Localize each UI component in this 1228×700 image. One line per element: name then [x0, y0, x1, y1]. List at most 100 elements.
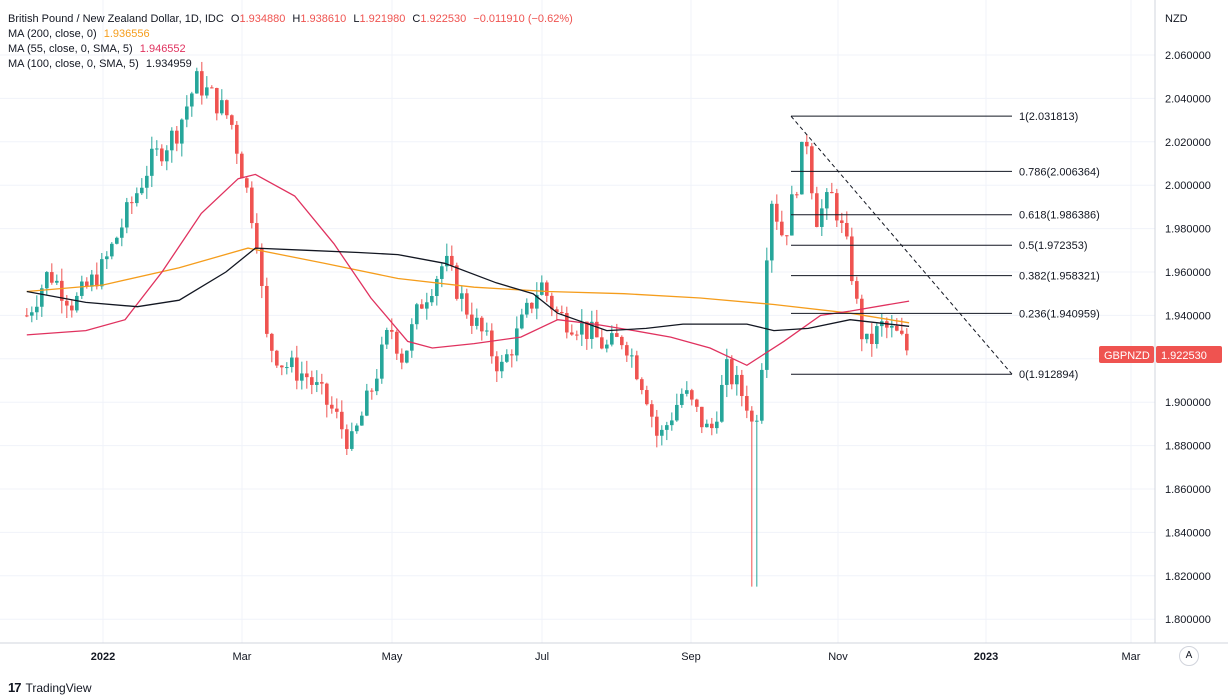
y-tick-label: 2.000000: [1165, 180, 1211, 192]
candle-body: [385, 329, 389, 345]
candle-body: [520, 314, 524, 329]
candle-body: [630, 355, 634, 357]
candle-body: [120, 227, 124, 238]
candle-body: [60, 280, 64, 301]
candle-body: [350, 431, 354, 449]
candle-body: [150, 148, 154, 176]
candle-body: [430, 296, 434, 303]
moving-averages: [26, 173, 910, 367]
candle-body: [730, 359, 734, 385]
candle-body: [30, 312, 34, 316]
legend-symbol-row: British Pound / New Zealand Dollar, 1D, …: [8, 12, 573, 27]
candle-body: [775, 203, 779, 222]
candle-body: [300, 373, 304, 381]
candle-body: [75, 295, 79, 311]
candle-body: [870, 333, 874, 345]
candle-body: [405, 350, 409, 363]
ma-100-name: MA (100, close, 0, SMA, 5): [8, 58, 139, 70]
candle-body: [610, 333, 614, 345]
candle-body: [605, 344, 609, 349]
fib-level-label: 0.5(1.972353): [1019, 240, 1088, 252]
candle-body: [725, 359, 729, 385]
candle-body: [40, 288, 44, 307]
candle-body: [570, 332, 574, 335]
candle-body: [225, 100, 229, 116]
candle-body: [375, 378, 379, 392]
high-label: H: [292, 13, 301, 25]
candle-body: [810, 146, 814, 194]
candle-body: [890, 325, 894, 328]
candle-body: [445, 255, 449, 267]
candle-body: [95, 274, 99, 287]
candle-body: [700, 406, 704, 428]
candle-body: [290, 357, 294, 368]
candle-body: [690, 390, 694, 400]
price-tag-value: 1.922530: [1161, 350, 1207, 362]
candle-body: [635, 355, 639, 380]
high-value: 1.938610: [300, 13, 347, 25]
candle-body: [160, 148, 164, 162]
candle-body: [765, 260, 769, 370]
candle-body: [420, 304, 424, 309]
candle-body: [705, 423, 709, 428]
candle-body: [170, 130, 174, 151]
candle-body: [670, 420, 674, 426]
y-tick-label: 1.980000: [1165, 224, 1211, 236]
y-tick-label: 1.940000: [1165, 310, 1211, 322]
x-tick-label: May: [382, 651, 403, 663]
candle-body: [285, 367, 289, 369]
ma-100-value: 1.934959: [145, 58, 192, 70]
candle-body: [745, 396, 749, 411]
candle-body: [45, 272, 49, 289]
auto-scale-button[interactable]: A: [1179, 646, 1199, 666]
y-tick-label: 1.860000: [1165, 484, 1211, 496]
candle-body: [855, 281, 859, 299]
candle-body: [380, 344, 384, 379]
candle-body: [845, 222, 849, 237]
candle-body: [640, 379, 644, 391]
candle-body: [435, 278, 439, 297]
candle-body: [475, 317, 479, 326]
symbol-tag-bg: [1099, 346, 1154, 363]
tradingview-brand[interactable]: 17 TradingView: [8, 680, 92, 695]
candle-body: [565, 313, 569, 333]
candle-body: [310, 377, 314, 385]
y-tick-label: 2.040000: [1165, 93, 1211, 105]
candle-body: [205, 87, 209, 96]
candle-body: [555, 309, 559, 312]
candle-body: [410, 324, 414, 351]
candle-body: [70, 305, 74, 311]
candle-body: [675, 404, 679, 421]
candle-body: [760, 369, 764, 421]
x-tick-label: Jul: [535, 651, 549, 663]
candle-body: [465, 293, 469, 315]
candle-body: [270, 333, 274, 351]
candle-body: [200, 71, 204, 96]
candle-body: [825, 192, 829, 209]
candle-body: [840, 220, 844, 223]
candle-body: [360, 415, 364, 426]
ma-200-value: 1.936556: [103, 28, 150, 40]
candle-body: [850, 236, 854, 282]
candle-body: [715, 421, 719, 429]
candle-body: [590, 321, 594, 339]
legend-ma-55[interactable]: MA (55, close, 0, SMA, 5) 1.946552: [8, 42, 573, 57]
candle-body: [295, 357, 299, 381]
candle-body: [250, 187, 254, 224]
candle-body: [25, 315, 29, 317]
candle-body: [135, 193, 139, 204]
chart-legend: British Pound / New Zealand Dollar, 1D, …: [8, 12, 573, 72]
candle-body: [185, 106, 189, 120]
candle-body: [620, 336, 624, 346]
candle-body: [155, 148, 159, 150]
legend-ma-200[interactable]: MA (200, close, 0) 1.936556: [8, 27, 573, 42]
candle-body: [835, 193, 839, 221]
x-tick-label: Mar: [1122, 651, 1141, 663]
candle-body: [425, 302, 429, 309]
fibonacci-retracement[interactable]: 1(2.031813) 0.786(2.006364) 0.618(1.986386…: [790, 111, 1100, 381]
candle-body: [740, 374, 744, 397]
legend-ma-100[interactable]: MA (100, close, 0, SMA, 5) 1.934959: [8, 57, 573, 72]
candle-body: [525, 302, 529, 315]
candle-body: [795, 194, 799, 196]
